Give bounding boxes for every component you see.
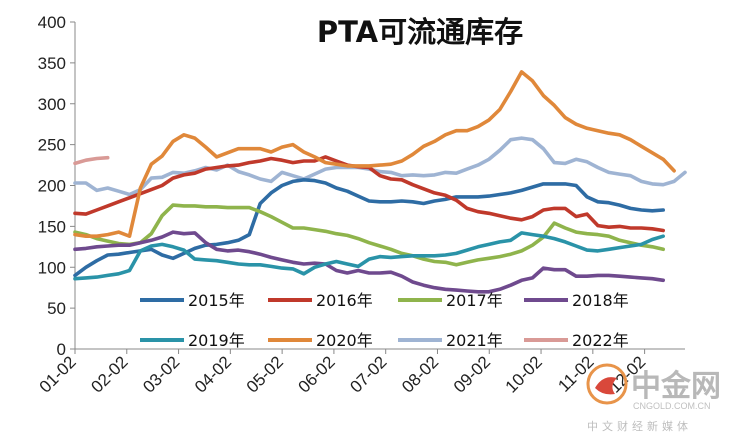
series-line-2019年	[73, 231, 665, 281]
watermark-domain: CNGOLD.COM.CN	[633, 401, 711, 411]
legend: 2015年 2016年 2017年 2018年 2019年 2020年 2021年 2022年	[140, 291, 629, 350]
legend-label: 2022年	[572, 331, 629, 350]
y-tick-label: 0	[57, 340, 66, 359]
y-tick-label: 200	[38, 177, 66, 196]
legend-label: 2021年	[446, 331, 503, 350]
legend-label: 2020年	[316, 331, 373, 350]
legend-label: 2017年	[446, 291, 503, 310]
series-line-2015年	[73, 178, 665, 278]
y-tick-label: 100	[38, 258, 66, 277]
y-tick-label: 250	[38, 136, 66, 155]
legend-label: 2015年	[188, 291, 245, 310]
series-lines	[73, 70, 687, 294]
y-tick-label: 150	[38, 217, 66, 236]
watermark-logo-swirl-icon	[595, 377, 617, 395]
watermark-brand: 中金网	[631, 369, 721, 404]
y-tick-label: 50	[47, 299, 66, 318]
legend-label: 2019年	[188, 331, 245, 350]
series-line-2021年	[73, 136, 687, 197]
watermark-logo-icon	[586, 363, 628, 405]
series-line-2022年	[73, 155, 110, 166]
series-line-2020年	[73, 70, 676, 238]
series-line-2017年	[73, 203, 665, 267]
series-line-2018年	[73, 230, 665, 294]
legend-label: 2018年	[572, 291, 629, 310]
watermark: 中金网 CNGOLD.COM.CN 中文财经新媒体	[586, 363, 721, 433]
y-tick-label: 350	[38, 54, 66, 73]
y-tick-label: 400	[38, 13, 66, 32]
chart-title: PTA可流通库存	[317, 15, 523, 49]
legend-label: 2016年	[316, 291, 373, 310]
y-tick-label: 300	[38, 95, 66, 114]
watermark-tagline: 中文财经新媒体	[587, 419, 692, 433]
